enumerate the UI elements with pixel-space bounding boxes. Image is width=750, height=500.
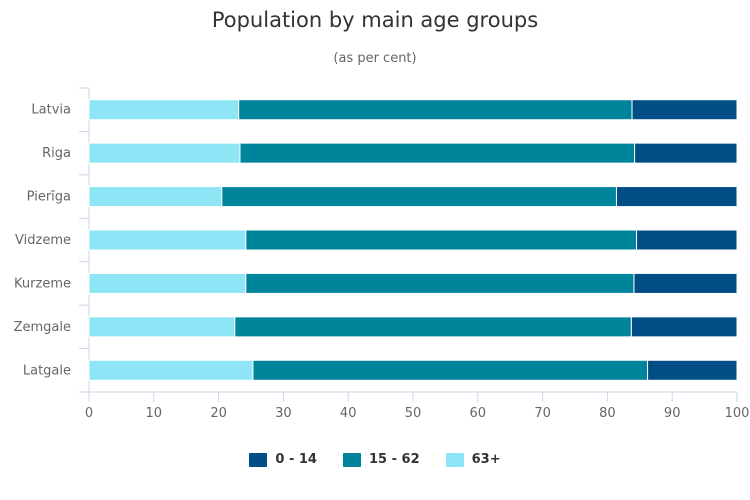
bar-segment[interactable] xyxy=(631,99,738,121)
bar-segment[interactable] xyxy=(88,142,241,164)
bar-segment[interactable] xyxy=(238,99,633,121)
bar-segment[interactable] xyxy=(633,272,738,294)
legend-item[interactable]: 15 - 62 xyxy=(342,452,420,467)
x-tick-label: 80 xyxy=(599,406,616,421)
x-tick-label: 50 xyxy=(405,406,422,421)
x-tick-label: 100 xyxy=(725,406,750,421)
x-tick-label: 70 xyxy=(534,406,551,421)
category-label: Latvia xyxy=(31,103,71,118)
category-label: Vidzeme xyxy=(15,233,71,248)
bar-segment[interactable] xyxy=(88,99,240,121)
legend: 0 - 14 15 - 62 63+ xyxy=(0,452,750,467)
bar-segment[interactable] xyxy=(88,359,254,381)
chart-subtitle: (as per cent) xyxy=(333,51,417,66)
chart-title: Population by main age groups xyxy=(211,8,539,32)
bar-segment[interactable] xyxy=(630,316,738,338)
legend-label: 0 - 14 xyxy=(275,452,317,467)
category-label: Kurzeme xyxy=(14,276,71,291)
category-label: Riga xyxy=(42,146,71,161)
bar-segment[interactable] xyxy=(615,186,738,208)
legend-label: 63+ xyxy=(471,452,501,467)
bar-segment[interactable] xyxy=(234,316,632,338)
bar-segment[interactable] xyxy=(634,142,738,164)
legend-swatch xyxy=(445,452,464,467)
bar-segment[interactable] xyxy=(221,186,617,208)
x-tick-label: 90 xyxy=(664,406,681,421)
legend-swatch xyxy=(249,452,268,467)
bar-segment[interactable] xyxy=(647,359,738,381)
x-tick-label: 20 xyxy=(210,406,227,421)
bar-segment[interactable] xyxy=(636,229,738,251)
bar-segment[interactable] xyxy=(88,316,236,338)
category-label: Zemgale xyxy=(14,320,71,335)
legend-swatch xyxy=(342,452,361,467)
bar-segment[interactable] xyxy=(88,229,247,251)
category-label: Latgale xyxy=(23,363,71,378)
bar-segment[interactable] xyxy=(239,142,636,164)
bar-segment[interactable] xyxy=(245,229,638,251)
legend-item[interactable]: 63+ xyxy=(445,452,501,467)
bar-segment[interactable] xyxy=(245,272,635,294)
x-tick-label: 30 xyxy=(275,406,292,421)
bar-segment[interactable] xyxy=(88,186,223,208)
bar-segment[interactable] xyxy=(88,272,247,294)
legend-label: 15 - 62 xyxy=(368,452,420,467)
x-tick-label: 60 xyxy=(470,406,487,421)
x-tick-label: 10 xyxy=(146,406,163,421)
category-label: Pierīga xyxy=(27,190,71,205)
x-tick-label: 0 xyxy=(85,406,93,421)
legend-item[interactable]: 0 - 14 xyxy=(249,452,317,467)
bar-segment[interactable] xyxy=(252,359,649,381)
x-tick-label: 40 xyxy=(340,406,357,421)
